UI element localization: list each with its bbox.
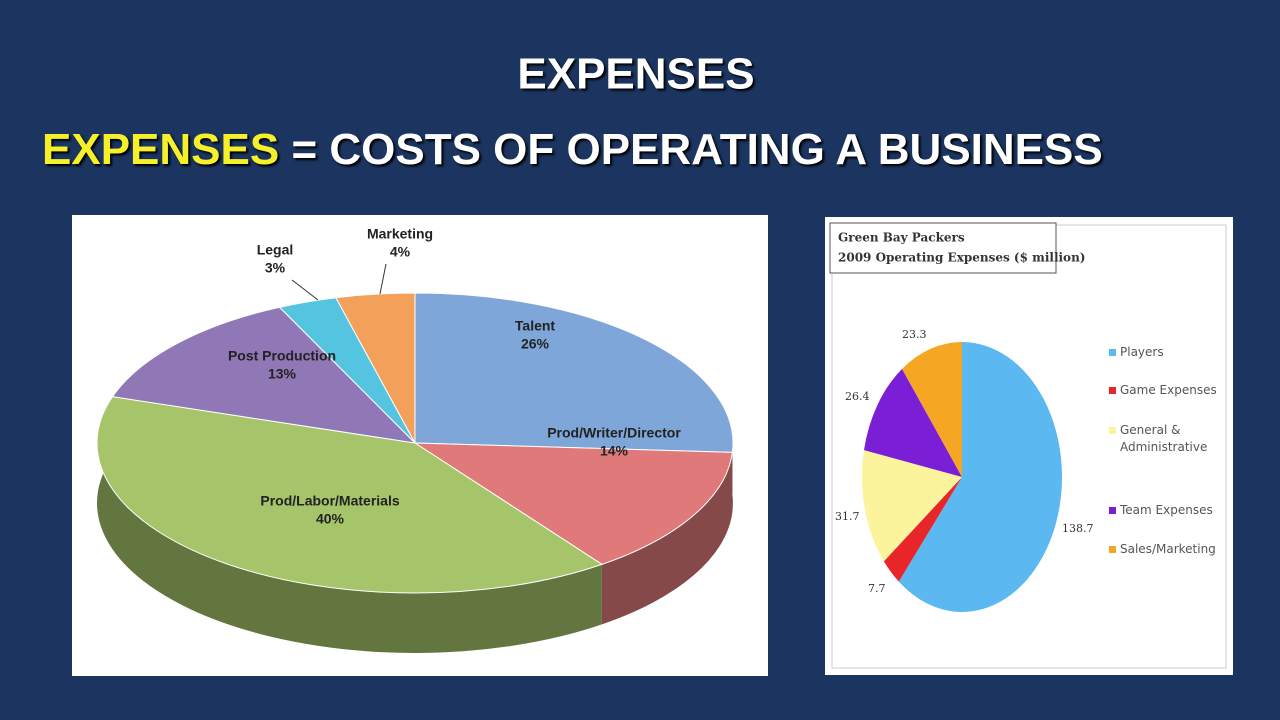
pie-slice (861, 450, 962, 562)
slice-side (601, 452, 733, 625)
legend-swatch (1109, 427, 1116, 434)
legend-swatch (1109, 387, 1116, 394)
legend-label: Game Expenses (1120, 383, 1217, 397)
title-box (829, 222, 1057, 274)
slice-category: Post Production (228, 348, 336, 364)
slice-category: Legal (257, 242, 294, 258)
pie-slice (111, 306, 417, 444)
legend-label: Team Expenses (1120, 503, 1213, 517)
pie-slice (414, 292, 734, 453)
slice-value-label: 3% (265, 260, 286, 276)
slice-side (97, 396, 602, 653)
legend-label: General & Administrative (1120, 423, 1208, 454)
headline-term: EXPENSES (42, 125, 279, 174)
slide-title: EXPENSES (517, 50, 754, 99)
legend-swatch (1109, 546, 1116, 553)
headline-rest: = COSTS OF OPERATING A BUSINESS (291, 125, 1102, 174)
slice-category: Prod/Labor/Materials (260, 493, 399, 509)
data-label: 26.4 (845, 390, 870, 403)
slice-category: Prod/Writer/Director (547, 425, 681, 441)
slice-value-label: 26% (521, 336, 550, 352)
pie-slice (96, 396, 604, 594)
legend-label: Sales/Marketing (1120, 542, 1216, 556)
pie-slice (898, 342, 1062, 612)
data-label: 138.7 (1062, 522, 1094, 535)
legend-item: Players (1109, 344, 1220, 361)
headline: EXPENSES = COSTS OF OPERATING A BUSINESS (42, 125, 1103, 174)
slice-value-label: 14% (600, 443, 629, 459)
slice-value-label: 4% (390, 244, 411, 260)
data-label: 23.3 (902, 328, 927, 341)
data-label: 7.7 (868, 582, 886, 595)
pie-slice (335, 292, 416, 444)
pie-slice (413, 442, 733, 565)
chart-subtitle: 2009 Operating Expenses ($ million) (838, 251, 1085, 265)
pie-slice (883, 477, 962, 582)
legend-item: General & Administrative (1109, 422, 1220, 456)
chart-title: Green Bay Packers (838, 231, 965, 245)
pie-slice (902, 342, 962, 477)
leader-line (379, 263, 387, 295)
slice-category: Talent (515, 318, 556, 334)
legend-label: Players (1120, 345, 1164, 359)
slice-value-label: 13% (268, 366, 297, 382)
legend-swatch (1109, 507, 1116, 514)
leader-line (291, 279, 319, 301)
slice-value-label: 40% (316, 511, 345, 527)
legend-item: Game Expenses (1109, 382, 1220, 399)
legend-swatch (1109, 349, 1116, 356)
slice-category: Marketing (367, 226, 433, 242)
legend-item: Sales/Marketing (1109, 541, 1220, 558)
pie-slice (863, 368, 962, 477)
legend-item: Team Expenses (1109, 502, 1220, 519)
data-label: 31.7 (835, 510, 860, 523)
